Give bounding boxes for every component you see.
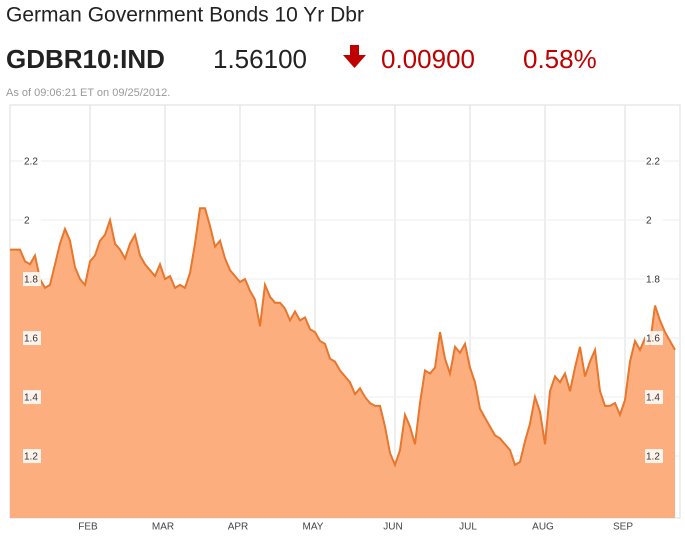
y-tick-label-left: 2 (24, 216, 30, 227)
tick-label-box (23, 213, 41, 228)
ticker: GDBR10:IND (6, 44, 165, 74)
x-tick-label: MAY (303, 522, 324, 533)
tick-label-box (645, 272, 663, 287)
y-tick-label-left: 2.2 (24, 157, 38, 168)
timestamp: As of 09:06:21 ET on 09/25/2012. (6, 87, 170, 99)
tick-label-box (23, 272, 41, 287)
tick-label-box (645, 390, 663, 405)
tick-label-box (645, 213, 663, 228)
x-tick-label: MAR (152, 522, 174, 533)
change: 0.00900 (381, 44, 475, 74)
tick-label-box (645, 154, 663, 169)
area (10, 208, 675, 519)
y-tick-label-right: 1.8 (646, 275, 660, 286)
down-arrow (343, 45, 366, 68)
y-tick-label-right: 1.2 (646, 452, 660, 463)
x-tick-label: SEP (613, 522, 633, 533)
tick-label-box (23, 449, 41, 464)
y-tick-label-left: 1.8 (24, 275, 38, 286)
tick-label-box (23, 390, 41, 405)
change-pct: 0.58% (523, 44, 597, 74)
x-tick-label: APR (228, 522, 249, 533)
chart-title: German Government Bonds 10 Yr Dbr (6, 4, 364, 27)
line (10, 207, 676, 468)
y-tick-label-left: 1.4 (24, 393, 38, 404)
tick-label-box (645, 331, 663, 346)
y-tick-label-right: 2.2 (646, 157, 660, 168)
tick-label-box (23, 331, 41, 346)
x-tick-label: JUL (459, 522, 477, 533)
y-tick-label-right: 1.4 (646, 393, 660, 404)
y-tick-label-left: 1.2 (24, 452, 38, 463)
x-tick-label: FEB (78, 522, 98, 533)
price: 1.56100 (213, 44, 307, 74)
x-tick-label: AUG (532, 522, 554, 533)
x-tick-label: JUN (383, 522, 402, 533)
y-tick-label-right: 2 (646, 216, 652, 227)
y-tick-label-right: 1.6 (646, 334, 660, 345)
tick-label-box (645, 449, 663, 464)
tick-label-box (23, 154, 41, 169)
y-tick-label-left: 1.6 (24, 334, 38, 345)
